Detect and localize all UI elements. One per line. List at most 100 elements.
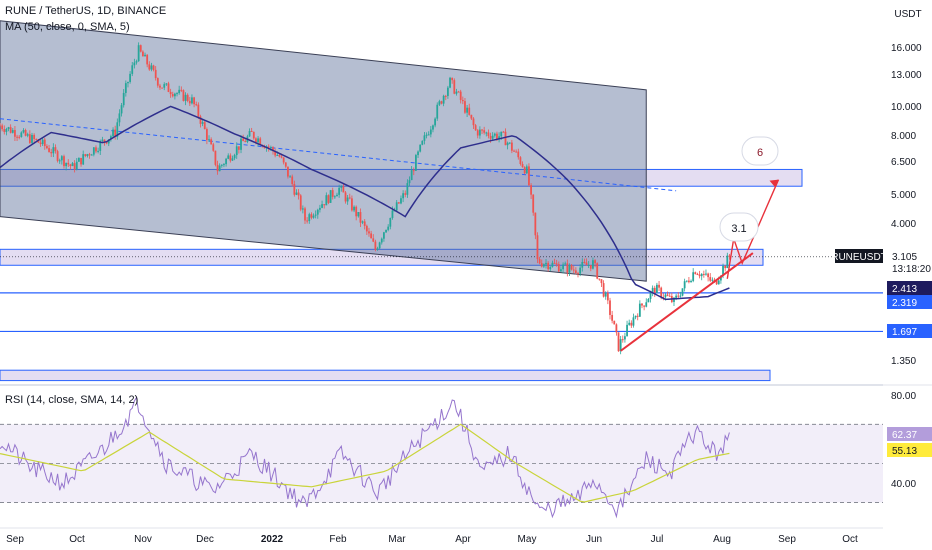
- candle-body: [668, 295, 671, 297]
- candle-body: [342, 186, 345, 193]
- candle-body: [101, 139, 104, 141]
- candle-body: [617, 332, 620, 352]
- candle-body: [212, 144, 215, 151]
- candle-body: [133, 62, 136, 66]
- candle-body: [660, 287, 663, 298]
- candle-body: [621, 339, 624, 341]
- candle-body: [444, 95, 447, 97]
- candle-body: [39, 142, 42, 145]
- candle-body: [481, 129, 483, 131]
- price-tick: 5.000: [891, 190, 916, 201]
- candle-body: [340, 186, 343, 188]
- candle-body: [289, 176, 291, 178]
- ma-legend[interactable]: MA (50, close, 0, SMA, 5): [5, 21, 130, 33]
- candle-body: [383, 232, 385, 239]
- candle-body: [20, 132, 23, 137]
- candle-body: [267, 146, 270, 148]
- candle-body: [542, 264, 545, 267]
- candle-body: [649, 291, 652, 299]
- time-tick: Oct: [842, 534, 858, 545]
- rsi-legend[interactable]: RSI (14, close, SMA, 14, 2): [5, 394, 139, 406]
- candle-body: [436, 104, 439, 119]
- candle-body: [568, 265, 571, 273]
- candle-body: [528, 166, 530, 186]
- price-tick: 1.350: [891, 356, 916, 367]
- candle-body: [510, 142, 513, 151]
- candle-body: [24, 130, 27, 136]
- symbol-badge: [835, 249, 883, 263]
- candle-body: [519, 157, 522, 164]
- candle-body: [348, 197, 351, 199]
- candle-body: [31, 134, 33, 143]
- candle-body: [423, 135, 426, 141]
- candle-body: [641, 303, 643, 306]
- candle-body: [715, 280, 718, 285]
- time-tick: Nov: [134, 534, 152, 545]
- candle-body: [63, 156, 65, 167]
- candle-body: [464, 101, 466, 113]
- candle-body: [46, 146, 48, 149]
- candle-body: [489, 136, 492, 139]
- candle-body: [291, 176, 294, 185]
- time-axis[interactable]: Sep Oct Nov Dec 2022 Feb Mar Apr May Jun…: [0, 527, 883, 545]
- candle-body: [152, 65, 155, 70]
- candle-body: [585, 262, 588, 266]
- candle-body: [498, 136, 500, 140]
- candle-body: [276, 154, 279, 156]
- candle-body: [223, 164, 225, 166]
- candle-body: [154, 69, 157, 79]
- candle-body: [142, 51, 144, 57]
- candle-body: [48, 148, 50, 153]
- ma-line: [0, 105, 730, 301]
- candle-body: [146, 54, 149, 65]
- candle-body: [329, 190, 332, 203]
- candle-body: [658, 284, 660, 288]
- candle-body: [193, 97, 195, 105]
- candle-body: [210, 139, 213, 145]
- time-tick: Apr: [455, 534, 471, 545]
- target-bubble-2[interactable]: 6: [741, 136, 779, 166]
- candle-body: [351, 198, 353, 211]
- candle-body: [163, 84, 166, 88]
- candle-body: [709, 277, 712, 281]
- target-bubble-1[interactable]: 3.1: [719, 212, 759, 242]
- rsi-ma-badge-text: 55.13: [892, 446, 917, 457]
- candle-body: [647, 298, 650, 303]
- candle-body: [225, 158, 227, 165]
- candle-body: [216, 164, 219, 172]
- candle-body: [700, 273, 703, 277]
- candle-body: [664, 294, 667, 298]
- candle-body: [487, 132, 490, 137]
- candle-body: [56, 151, 59, 161]
- candle-body: [321, 204, 323, 208]
- candle-body: [540, 263, 543, 267]
- price-tick: 4.000: [891, 219, 916, 230]
- candle-body: [82, 154, 85, 165]
- candle-body: [389, 217, 392, 227]
- candle-body: [325, 195, 328, 206]
- candle-body: [532, 194, 535, 213]
- price-badge-text: 3.105: [892, 252, 917, 263]
- candle-body: [425, 134, 428, 136]
- candle-body: [598, 278, 601, 280]
- candle-body: [380, 238, 383, 243]
- candle-body: [589, 265, 592, 269]
- symbol-title[interactable]: RUNE / TetherUS, 1D, BINANCE: [5, 5, 167, 17]
- candle-body: [513, 150, 515, 152]
- candle-body: [630, 322, 633, 326]
- candle-body: [336, 194, 338, 197]
- candle-body: [636, 315, 639, 317]
- candle-body: [208, 139, 210, 141]
- candle-body: [284, 162, 287, 167]
- candle-body: [562, 264, 564, 270]
- candle-body: [244, 141, 247, 143]
- candle-body: [363, 221, 366, 226]
- candle-body: [611, 314, 614, 321]
- projection-arrowhead: [769, 179, 779, 188]
- candle-body: [551, 262, 554, 267]
- candle-body: [71, 163, 74, 167]
- candle-body: [169, 91, 172, 95]
- candle-body: [690, 280, 692, 283]
- candle-body: [419, 144, 422, 152]
